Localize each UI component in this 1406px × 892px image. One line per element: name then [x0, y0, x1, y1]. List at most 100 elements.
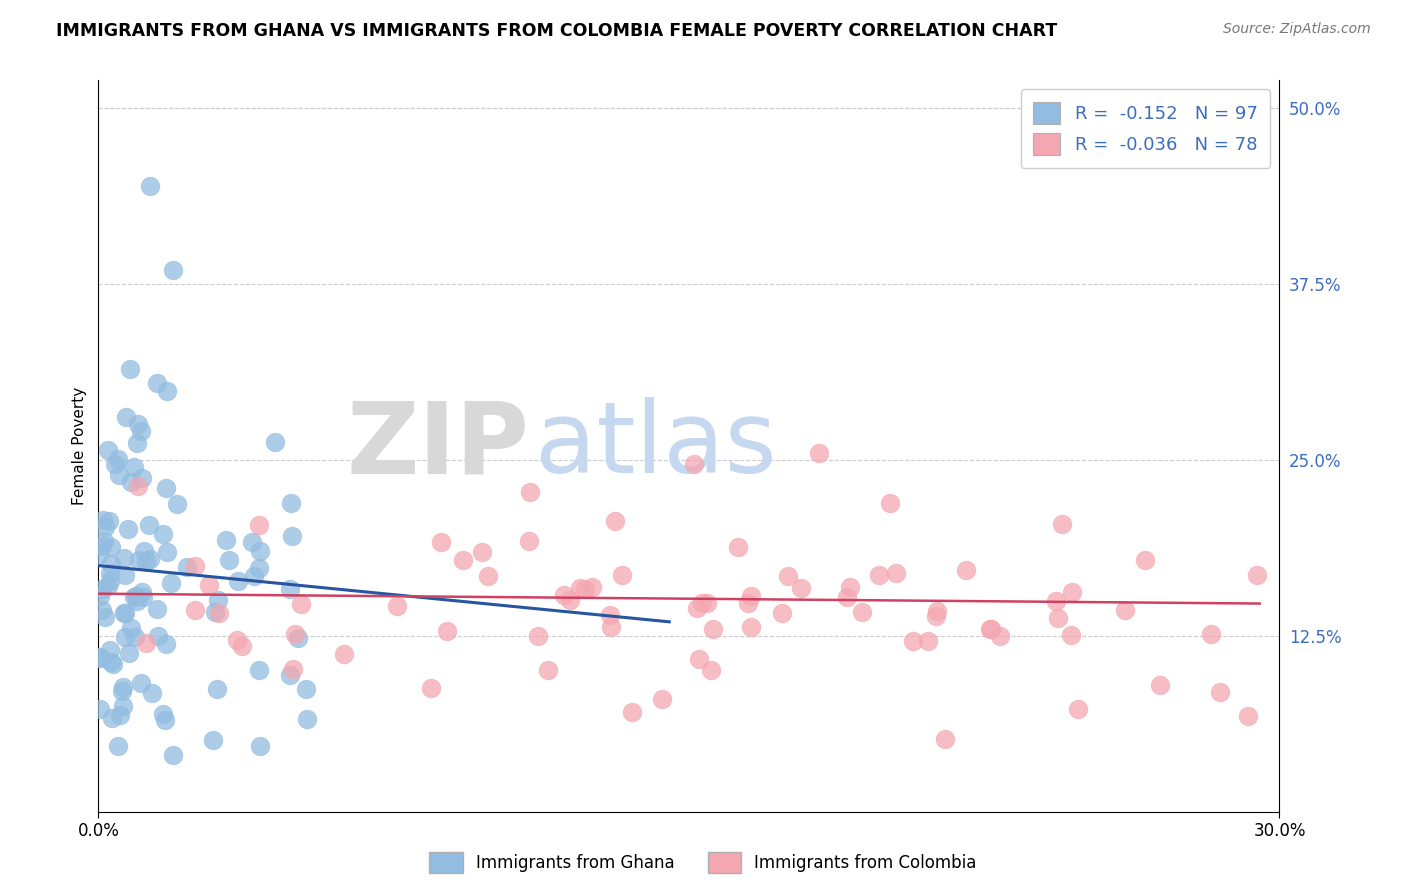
Point — [155, 713, 177, 727]
Point — [176, 560, 198, 574]
Point — [471, 545, 494, 559]
Point — [107, 739, 129, 754]
Point — [91, 582, 114, 596]
Point — [979, 622, 1001, 636]
Point — [700, 663, 723, 677]
Point — [519, 484, 541, 499]
Point — [690, 596, 713, 610]
Point — [90, 602, 112, 616]
Point — [429, 534, 451, 549]
Point — [776, 568, 799, 582]
Point — [98, 566, 121, 580]
Point — [925, 604, 948, 618]
Point — [1067, 701, 1090, 715]
Point — [152, 527, 174, 541]
Point — [1047, 611, 1070, 625]
Point — [122, 591, 145, 605]
Point — [94, 610, 117, 624]
Legend: Immigrants from Ghana, Immigrants from Colombia: Immigrants from Ghana, Immigrants from C… — [422, 846, 984, 880]
Point — [263, 434, 285, 449]
Point — [125, 589, 148, 603]
Point — [100, 643, 122, 657]
Point — [215, 533, 238, 548]
Point — [526, 630, 548, 644]
Point — [120, 621, 142, 635]
Point — [197, 578, 219, 592]
Point — [111, 684, 134, 698]
Point — [560, 593, 582, 607]
Point — [851, 605, 873, 619]
Point — [231, 640, 253, 654]
Point — [839, 580, 862, 594]
Point — [917, 634, 939, 648]
Point — [901, 634, 924, 648]
Point — [108, 468, 131, 483]
Point — [89, 649, 111, 664]
Point — [146, 376, 169, 390]
Point — [94, 520, 117, 534]
Point — [436, 624, 458, 639]
Point — [112, 550, 135, 565]
Text: Source: ZipAtlas.com: Source: ZipAtlas.com — [1223, 22, 1371, 37]
Point — [204, 606, 226, 620]
Point — [333, 647, 356, 661]
Point — [138, 178, 160, 193]
Point — [696, 596, 718, 610]
Legend: R =  -0.152   N = 97, R =  -0.036   N = 78: R = -0.152 N = 97, R = -0.036 N = 78 — [1021, 89, 1271, 168]
Point — [118, 361, 141, 376]
Point — [242, 569, 264, 583]
Point — [118, 646, 141, 660]
Point — [1149, 678, 1171, 692]
Point — [100, 711, 122, 725]
Point — [1237, 709, 1260, 723]
Point — [650, 691, 672, 706]
Point — [451, 553, 474, 567]
Point — [148, 629, 170, 643]
Point — [127, 436, 149, 450]
Point — [537, 663, 560, 677]
Point — [115, 410, 138, 425]
Point — [517, 533, 540, 548]
Point — [247, 663, 270, 677]
Point — [112, 606, 135, 620]
Point — [91, 539, 114, 553]
Point — [208, 606, 231, 620]
Point — [97, 442, 120, 457]
Point — [569, 581, 592, 595]
Point — [737, 596, 759, 610]
Point — [124, 459, 146, 474]
Point — [117, 522, 139, 536]
Point — [955, 563, 977, 577]
Point — [156, 545, 179, 559]
Point — [879, 496, 901, 510]
Point — [127, 478, 149, 492]
Point — [98, 574, 121, 588]
Point — [603, 515, 626, 529]
Point — [152, 706, 174, 721]
Point — [581, 580, 603, 594]
Point — [686, 601, 709, 615]
Point — [141, 686, 163, 700]
Point — [249, 739, 271, 753]
Point — [114, 607, 136, 621]
Point — [97, 579, 120, 593]
Point — [91, 513, 114, 527]
Point — [574, 582, 596, 596]
Point — [205, 681, 228, 696]
Point — [155, 637, 177, 651]
Point — [111, 681, 134, 695]
Point — [599, 607, 621, 622]
Point — [104, 457, 127, 471]
Point — [281, 529, 304, 543]
Point — [156, 384, 179, 398]
Point — [702, 623, 724, 637]
Point — [97, 514, 120, 528]
Point — [990, 629, 1012, 643]
Point — [89, 702, 111, 716]
Point — [284, 627, 307, 641]
Point — [278, 582, 301, 597]
Point — [125, 593, 148, 607]
Point — [610, 567, 633, 582]
Point — [201, 732, 224, 747]
Point — [249, 544, 271, 558]
